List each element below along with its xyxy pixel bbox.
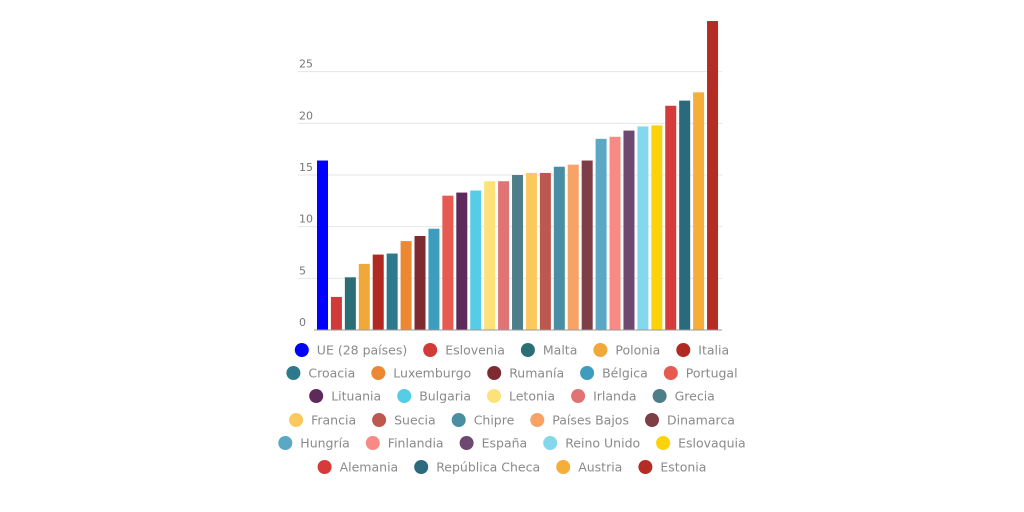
legend-marker-21 bbox=[365, 436, 380, 450]
y-tick-label-0: 0 bbox=[299, 316, 306, 329]
legend-label-4: Italia bbox=[698, 343, 729, 358]
legend-label-13: Irlanda bbox=[593, 389, 636, 404]
legend-marker-22 bbox=[459, 436, 474, 450]
bar-26 bbox=[679, 100, 691, 330]
legend-label-16: Suecia bbox=[394, 413, 436, 428]
y-tick-label-20: 20 bbox=[299, 109, 313, 122]
legend-label-3: Polonia bbox=[615, 343, 660, 358]
legend-marker-15 bbox=[289, 413, 304, 427]
legend-marker-13 bbox=[571, 389, 586, 403]
bar-4 bbox=[372, 254, 384, 330]
y-tick-label-5: 5 bbox=[299, 264, 306, 277]
bar-3 bbox=[358, 263, 370, 330]
bar-16 bbox=[539, 172, 551, 330]
bar-18 bbox=[567, 164, 579, 330]
legend-marker-0 bbox=[294, 343, 309, 357]
legend-marker-6 bbox=[371, 366, 386, 380]
legend-marker-16 bbox=[372, 413, 387, 427]
bar-20 bbox=[595, 138, 607, 330]
legend-marker-27 bbox=[556, 460, 571, 474]
bar-28 bbox=[707, 21, 719, 331]
y-tick-label-10: 10 bbox=[299, 213, 313, 226]
legend-label-22: España bbox=[482, 436, 528, 451]
bar-6 bbox=[400, 241, 412, 330]
legend-label-19: Dinamarca bbox=[667, 413, 735, 428]
bar-10 bbox=[456, 192, 468, 330]
legend-marker-1 bbox=[423, 343, 438, 357]
legend-marker-20 bbox=[278, 436, 293, 450]
legend-label-15: Francia bbox=[311, 413, 356, 428]
legend-label-28: Estonia bbox=[660, 460, 706, 475]
legend-marker-26 bbox=[414, 460, 429, 474]
bar-2 bbox=[344, 277, 356, 330]
legend-label-25: Alemania bbox=[340, 460, 399, 475]
bar-15 bbox=[525, 172, 537, 330]
legend-label-8: Bélgica bbox=[602, 366, 648, 381]
bar-7 bbox=[414, 235, 426, 330]
legend-label-0: UE (28 países) bbox=[317, 343, 407, 358]
axes: 0 5 10 15 20 25 bbox=[299, 58, 722, 331]
legend-marker-17 bbox=[451, 413, 466, 427]
legend-marker-25 bbox=[317, 460, 332, 474]
bar-24 bbox=[651, 125, 663, 331]
legend-label-2: Malta bbox=[543, 343, 577, 358]
bar-22 bbox=[623, 130, 635, 330]
legend-marker-14 bbox=[652, 389, 667, 403]
legend-label-10: Lituania bbox=[331, 389, 381, 404]
legend-marker-11 bbox=[397, 389, 412, 403]
legend-label-20: Hungría bbox=[300, 436, 349, 451]
legend-label-27: Austria bbox=[578, 460, 622, 475]
bar-27 bbox=[693, 92, 705, 330]
legend-marker-28 bbox=[638, 460, 653, 474]
legend-marker-4 bbox=[676, 343, 691, 357]
legend-label-12: Letonia bbox=[509, 389, 555, 404]
legend-label-17: Chipre bbox=[474, 413, 515, 428]
legend-marker-10 bbox=[309, 389, 324, 403]
legend-label-18: Países Bajos bbox=[552, 413, 629, 428]
legend-label-23: Reino Unido bbox=[565, 436, 640, 451]
bar-25 bbox=[665, 105, 677, 331]
legend-marker-23 bbox=[543, 436, 558, 450]
bar-11 bbox=[470, 190, 482, 330]
bars bbox=[317, 21, 719, 331]
legend-marker-18 bbox=[530, 413, 545, 427]
legend-marker-2 bbox=[520, 343, 535, 357]
legend-marker-3 bbox=[593, 343, 608, 357]
legend-label-1: Eslovenia bbox=[445, 343, 505, 358]
bar-14 bbox=[512, 175, 524, 330]
legend-label-7: Rumanía bbox=[509, 366, 564, 381]
legend-label-11: Bulgaria bbox=[419, 389, 471, 404]
bar-21 bbox=[609, 136, 621, 330]
legend: UE (28 países) Eslovenia Malta Polonia Itali… bbox=[278, 343, 746, 475]
y-tick-label-25: 25 bbox=[299, 58, 313, 71]
legend-label-14: Grecia bbox=[675, 389, 715, 404]
legend-label-26: República Checa bbox=[436, 460, 540, 475]
bar-12 bbox=[484, 181, 496, 330]
bar-9 bbox=[442, 195, 454, 330]
legend-marker-12 bbox=[487, 389, 501, 403]
bar-1 bbox=[330, 296, 342, 330]
bar-0 bbox=[317, 160, 328, 330]
bar-19 bbox=[581, 160, 593, 330]
bar-5 bbox=[386, 253, 398, 330]
legend-marker-9 bbox=[663, 366, 678, 380]
legend-label-24: Eslovaquia bbox=[678, 436, 746, 451]
bar-13 bbox=[498, 181, 510, 330]
bar-8 bbox=[428, 228, 440, 330]
bar-23 bbox=[637, 126, 649, 331]
legend-label-5: Croacia bbox=[308, 366, 355, 381]
legend-label-9: Portugal bbox=[686, 366, 738, 381]
legend-marker-7 bbox=[487, 366, 502, 380]
bar-17 bbox=[553, 166, 565, 330]
legend-marker-8 bbox=[580, 366, 595, 380]
legend-marker-24 bbox=[656, 436, 671, 450]
legend-label-6: Luxemburgo bbox=[393, 366, 471, 381]
legend-marker-19 bbox=[645, 413, 659, 427]
y-tick-label-15: 15 bbox=[299, 161, 313, 174]
legend-label-21: Finlandia bbox=[388, 436, 444, 451]
legend-marker-5 bbox=[286, 366, 301, 380]
